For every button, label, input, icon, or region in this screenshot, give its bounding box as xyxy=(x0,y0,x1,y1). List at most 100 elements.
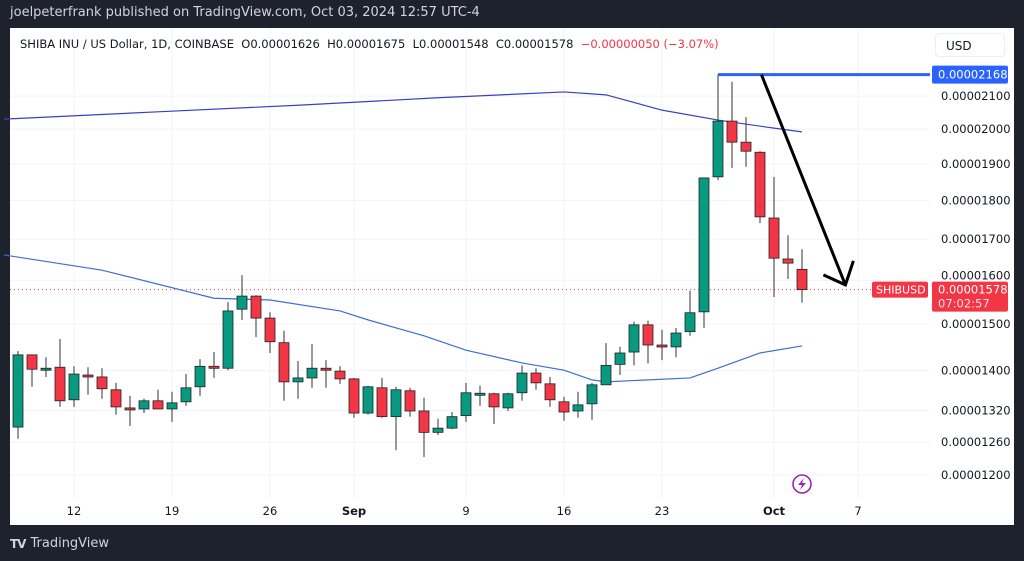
legend-open: O0.00001626 xyxy=(241,37,320,51)
candle-up xyxy=(614,352,626,365)
candle-down xyxy=(96,376,108,390)
candle-up xyxy=(236,295,248,310)
price-axis-label: 0.00001400 xyxy=(941,364,1011,378)
last-price-label: 0.00001578 xyxy=(938,283,1008,297)
symbol-badge xyxy=(872,281,928,298)
resistance-price-badge xyxy=(932,65,1008,84)
candle-up xyxy=(572,404,584,412)
candle-down xyxy=(642,324,654,346)
candle-up xyxy=(670,332,682,348)
candle-up xyxy=(460,392,472,417)
currency-button[interactable]: USD xyxy=(935,33,1005,57)
candle-down xyxy=(754,151,766,218)
time-axis-label: 7 xyxy=(854,504,861,518)
price-axis-label: 0.00001500 xyxy=(941,317,1011,331)
candle-down xyxy=(656,344,668,348)
candle-up xyxy=(306,367,318,379)
candle-up xyxy=(502,393,514,409)
candle-up xyxy=(194,365,206,388)
resistance-price-label: 0.00002168 xyxy=(938,68,1008,82)
candle-up xyxy=(474,392,486,396)
ohlc-legend: SHIBA INU / US Dollar, 1D, COINBASE O0.0… xyxy=(20,37,719,51)
candle-up xyxy=(432,427,444,433)
candle-down xyxy=(54,366,66,402)
down-arrow-head-icon xyxy=(822,260,855,287)
brand-label: TradingView xyxy=(30,536,110,551)
candle-down xyxy=(726,120,738,143)
price-axis-label: 0.00002100 xyxy=(941,89,1011,103)
bar-countdown-label: 07:02:57 xyxy=(938,297,990,311)
time-axis-label: 9 xyxy=(462,504,469,518)
candle-down xyxy=(250,295,262,319)
candle-down xyxy=(26,354,38,370)
candle-up xyxy=(68,373,80,401)
candle-down xyxy=(418,410,430,433)
lightning-bolt-icon xyxy=(798,478,806,490)
candle-up xyxy=(222,310,234,369)
candle-down xyxy=(488,393,500,408)
publisher-caption: joelpeterfrank published on TradingView.… xyxy=(10,5,480,20)
candle-up xyxy=(180,387,192,403)
price-axis-label: 0.00001320 xyxy=(941,403,1011,417)
time-axis-label: 19 xyxy=(165,504,180,518)
candle-up xyxy=(516,372,528,394)
candle-up xyxy=(292,377,304,383)
tradingview-brand[interactable]: TV TradingView xyxy=(10,536,109,551)
last-price-badge xyxy=(932,281,1008,312)
time-axis-label: 23 xyxy=(655,504,670,518)
candle-down xyxy=(796,268,808,291)
time-axis-label: 26 xyxy=(263,504,278,518)
price-axis-label: 0.00001600 xyxy=(941,269,1011,283)
candle-up xyxy=(684,312,696,333)
candle-down xyxy=(782,258,794,264)
candle-down xyxy=(152,400,164,410)
tradingview-logo-icon: TV xyxy=(10,536,27,551)
time-axis-label: Sep xyxy=(342,504,366,518)
candle-up xyxy=(628,324,640,353)
price-axis-label: 0.00001800 xyxy=(941,194,1011,208)
candle-down xyxy=(110,389,122,408)
candle-down xyxy=(768,217,780,259)
candle-up xyxy=(390,389,402,418)
candle-down xyxy=(376,387,388,418)
candle-down xyxy=(264,317,276,343)
candle-down xyxy=(544,383,556,401)
candle-up xyxy=(586,384,598,405)
price-axis-label: 0.00001700 xyxy=(941,232,1011,246)
candle-up xyxy=(166,402,178,410)
time-axis-label: 12 xyxy=(67,504,82,518)
down-arrow-shaft xyxy=(760,74,847,286)
price-axis-label: 0.00001200 xyxy=(941,468,1011,482)
candle-up xyxy=(12,354,24,428)
symbol-badge-label: SHIBUSD xyxy=(876,284,926,297)
candle-down xyxy=(334,370,346,380)
candle-up xyxy=(362,386,374,414)
time-axis-label: Oct xyxy=(763,504,786,518)
candle-down xyxy=(558,401,570,413)
legend-low: L0.00001548 xyxy=(412,37,489,51)
candle-down xyxy=(82,374,94,378)
candle-down xyxy=(278,342,290,383)
candle-up xyxy=(600,364,612,386)
symbol-title[interactable]: SHIBA INU / US Dollar, 1D, COINBASE xyxy=(20,37,234,51)
candle-down xyxy=(530,372,542,384)
candle-down xyxy=(404,390,416,412)
candle-up xyxy=(712,120,724,178)
time-axis-label: 16 xyxy=(557,504,572,518)
legend-close: C0.00001578 xyxy=(495,37,574,51)
price-axis-label: 0.00001260 xyxy=(941,435,1011,449)
legend-change: −0.00000050 (−3.07%) xyxy=(580,37,719,51)
candle-up xyxy=(40,367,52,371)
price-axis-label: 0.00002000 xyxy=(941,122,1011,136)
candle-up xyxy=(446,416,458,429)
candle-down xyxy=(740,141,752,152)
legend-high: H0.00001675 xyxy=(327,37,406,51)
lower-moving-average-line xyxy=(3,254,803,383)
candle-up xyxy=(138,400,150,410)
candle-down xyxy=(208,365,220,369)
upper-moving-average-line xyxy=(3,91,803,133)
candle-up xyxy=(698,177,710,313)
price-axis-label: 0.00001900 xyxy=(941,157,1011,171)
candle-down xyxy=(124,407,136,411)
